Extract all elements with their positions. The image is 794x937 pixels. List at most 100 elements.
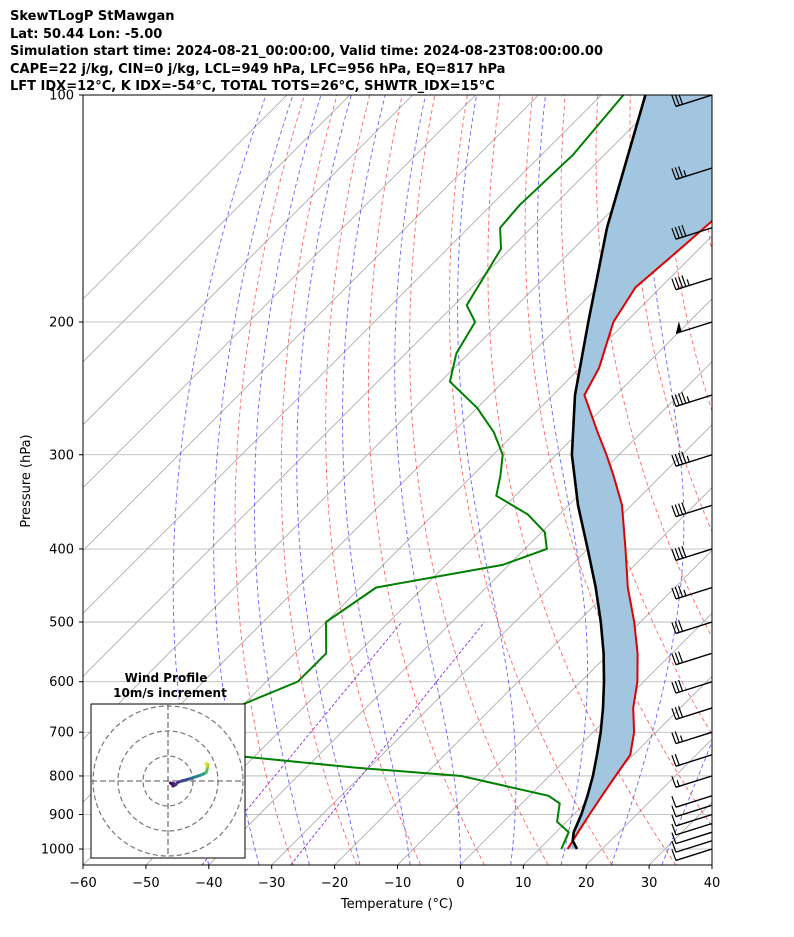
wind-barb-half-flag [686, 455, 690, 463]
wind-barb-half-flag [686, 396, 690, 403]
wind-barb [671, 706, 712, 721]
wind-barbs [671, 95, 712, 862]
wind-barb-flag [674, 167, 680, 179]
isotherm-line [397, 550, 712, 865]
isotherm-line [83, 95, 476, 489]
moist-adiabat [342, 95, 411, 865]
wind-barb-flag [674, 621, 680, 633]
y-tick-label: 800 [49, 769, 74, 784]
y-tick-label: 1000 [41, 843, 74, 858]
wind-barb-flag [677, 276, 684, 288]
wind-barb-flag [671, 776, 677, 788]
moist-adiabat [213, 95, 294, 865]
wind-barb [671, 451, 712, 467]
y-tick-label: 200 [49, 315, 74, 330]
wind-barb-flag [674, 753, 680, 766]
wind-barb-staff [675, 840, 712, 853]
wind-barb-flag [677, 225, 684, 238]
wind-barb-staff [675, 681, 712, 694]
wind-barb-staff [675, 394, 712, 408]
y-tick-label: 600 [49, 675, 74, 690]
parcel-series [570, 95, 647, 850]
wind-barb [671, 795, 712, 808]
wind-barb [671, 831, 712, 845]
wind-barb-flag [671, 395, 677, 407]
wind-barb-flag [671, 849, 677, 861]
isotherm-line [83, 95, 665, 677]
x-tick-label: −20 [321, 876, 348, 891]
wind-barb-flag [674, 453, 680, 466]
wind-barb [671, 848, 712, 862]
x-tick-label: 30 [641, 876, 658, 891]
wind-barb-flag [674, 731, 680, 743]
wind-barb-half-flag [686, 279, 690, 286]
wind-barb-flag [677, 393, 684, 405]
x-axis-label: Temperature (°C) [340, 897, 453, 912]
wind-barb [671, 731, 712, 745]
wind-barb [671, 679, 712, 694]
wind-barb-flag [677, 452, 684, 465]
wind-barb-flag [671, 732, 677, 744]
y-tick-label: 100 [49, 89, 74, 104]
plot-area [83, 95, 712, 865]
y-tick-label: 900 [49, 808, 74, 823]
wind-barb-flag [674, 586, 680, 599]
wind-barb-flag [674, 277, 680, 289]
wind-barb-flag [677, 585, 684, 598]
wind-barb-flag [677, 166, 684, 178]
wind-barb-flag [671, 814, 677, 827]
isotherm-line [83, 95, 288, 300]
wind-barb-flag [681, 546, 687, 558]
wind-barb-staff [675, 621, 712, 635]
wind-barb-flag [674, 652, 680, 664]
wind-barb [671, 804, 712, 818]
wind-barb-flag [681, 451, 687, 464]
moist-adiabat [610, 95, 685, 865]
title-location: Lat: 50.44 Lon: -5.00 [10, 26, 163, 42]
wind-barb-flag [671, 681, 677, 694]
wind-barb [671, 813, 712, 827]
y-axis-label: Pressure (hPa) [19, 434, 34, 527]
wind-barb-flag [671, 454, 677, 467]
x-tick-label: 10 [515, 876, 532, 891]
wind-barb-staff [675, 848, 712, 862]
wind-barb-flag [671, 227, 677, 240]
isotherm-line [523, 675, 712, 865]
wind-barb-staff [675, 95, 712, 108]
isotherm-line [145, 298, 712, 865]
hodograph-inset: Wind Profile 10m/s increment [90, 671, 246, 859]
wind-barb-staff [675, 652, 712, 666]
wind-barb [671, 585, 712, 600]
y-axis-ticks: 1000 900 800 700 600 500 400 300 200 100 [41, 89, 83, 858]
moist-adiabat [172, 95, 267, 865]
wind-barb-flag [671, 708, 677, 720]
wind-barb-flag [671, 622, 677, 634]
x-tick-label: −50 [132, 876, 159, 891]
wind-barb-flag [674, 95, 680, 106]
wind-barb-half-flag [676, 780, 680, 787]
wind-barb-flag [677, 620, 684, 632]
wind-barb-flag [674, 707, 680, 719]
isotherm-line [83, 95, 602, 614]
isotherm-line [83, 95, 539, 551]
mixing-ratio-lines [201, 621, 485, 865]
wind-barb [671, 775, 712, 789]
wind-barb [671, 822, 712, 836]
figure-titles: SkewTLogP StMawgan Lat: 50.44 Lon: -5.00… [10, 8, 603, 96]
isotherm-line [83, 109, 712, 740]
wind-barb [671, 166, 712, 181]
wind-barb-staff [675, 822, 712, 836]
wind-barb-flag [677, 503, 684, 515]
dry-adiabat [524, 95, 712, 828]
dewpoint-series [147, 95, 625, 850]
x-tick-label: −60 [69, 876, 96, 891]
moist-adiabat [254, 95, 322, 865]
wind-barb-flag [674, 548, 680, 560]
hodograph-subtitle: 10m/s increment [113, 686, 227, 700]
isotherm-line [711, 864, 712, 865]
wind-barb-half-flag [679, 735, 684, 742]
wind-barb-staff [675, 804, 712, 818]
wind-barb-flag [671, 805, 677, 817]
wind-barb-flag [671, 549, 677, 561]
wind-barb-staff [675, 167, 712, 181]
